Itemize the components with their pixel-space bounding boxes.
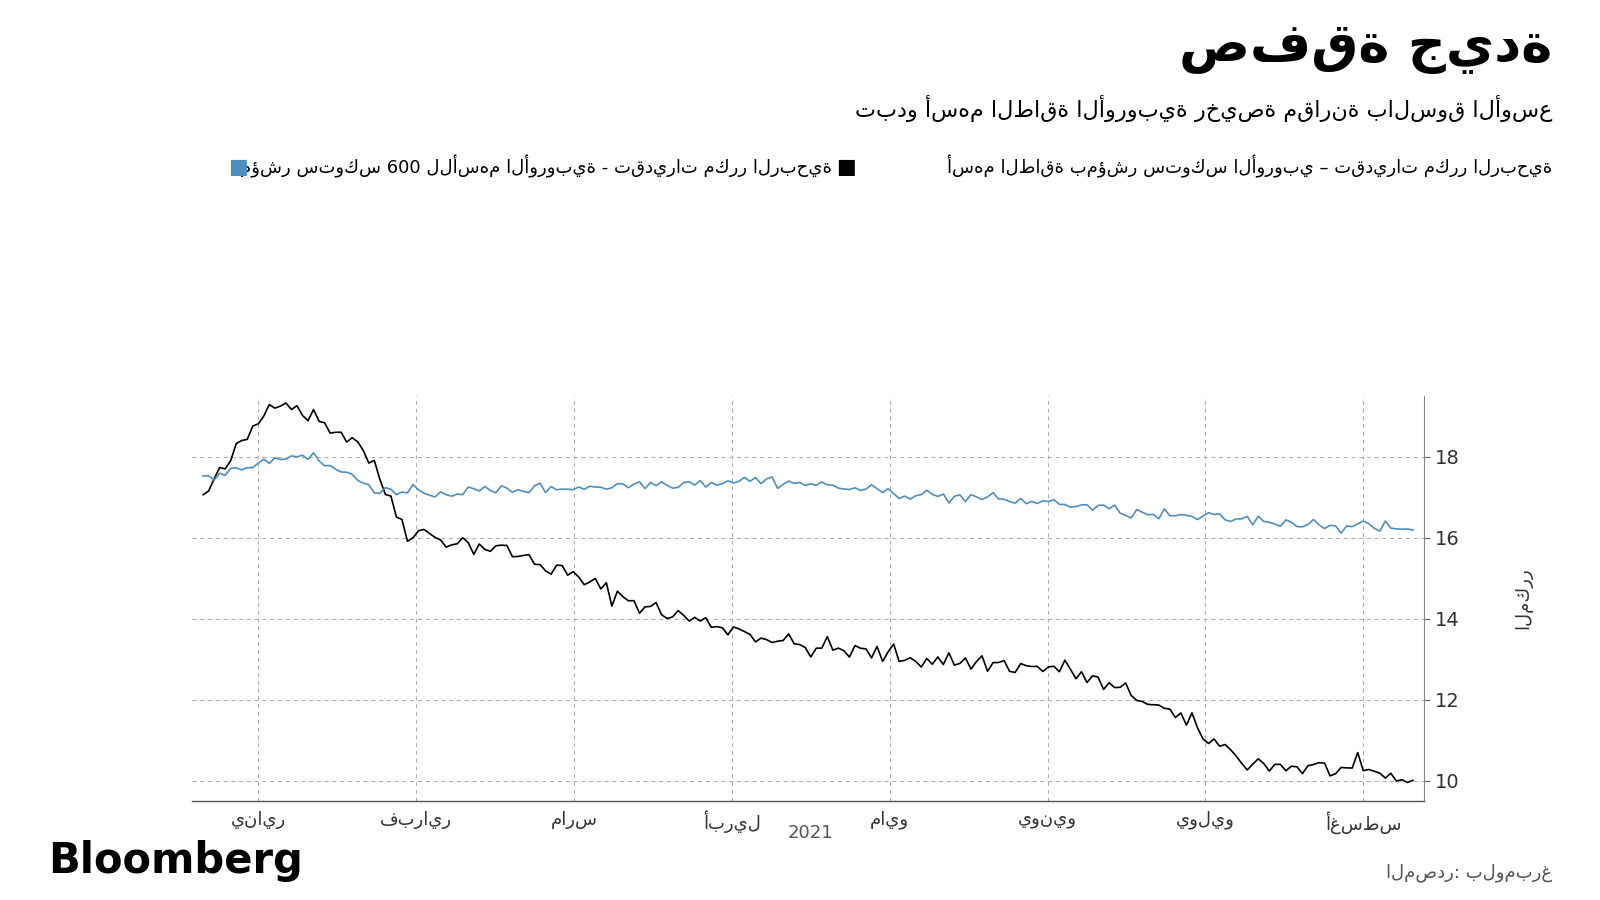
Text: أسهم الطاقة بمؤشر ستوكس الأوروبي – تقديرات مكرر الربحية: أسهم الطاقة بمؤشر ستوكس الأوروبي – تقدير… (947, 155, 1552, 178)
Text: مؤشر ستوكس 600 للأسهم الأوروبية - تقديرات مكرر الربحية: مؤشر ستوكس 600 للأسهم الأوروبية - تقديرا… (240, 155, 832, 178)
Text: ■: ■ (229, 157, 248, 176)
Text: 2021: 2021 (787, 824, 834, 842)
Text: تبدو أسهم الطاقة الأوروبية رخيصة مقارنة بالسوق الأوسع: تبدو أسهم الطاقة الأوروبية رخيصة مقارنة … (854, 94, 1552, 122)
Text: المصدر: بلومبرغ: المصدر: بلومبرغ (1386, 863, 1552, 882)
Text: صفقة جيدة: صفقة جيدة (1179, 22, 1552, 75)
Text: ■: ■ (837, 157, 856, 176)
Y-axis label: المكرر: المكرر (1515, 568, 1533, 629)
Text: Bloomberg: Bloomberg (48, 840, 302, 882)
